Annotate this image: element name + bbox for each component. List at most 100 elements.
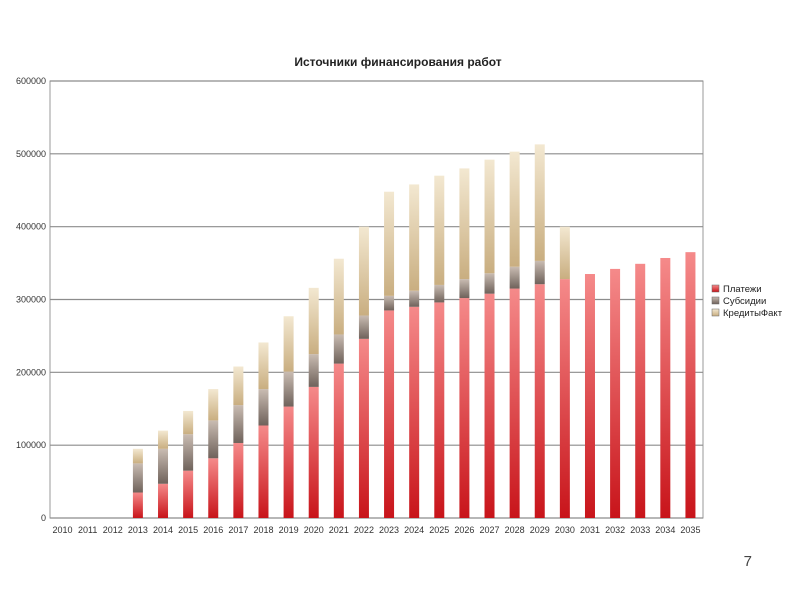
bar-segment-КредитыФакт-2021: [333, 258, 344, 335]
bar-segment-Субсидии-2019: [283, 371, 294, 407]
bar-segment-Субсидии-2022: [358, 315, 369, 339]
x-tick-label: 2011: [78, 525, 97, 535]
bar-segment-Платежи-2013: [132, 492, 143, 518]
bar-segment-Платежи-2021: [333, 363, 344, 518]
x-tick-label: 2023: [379, 525, 399, 535]
bar-segment-КредитыФакт-2020: [308, 287, 319, 355]
y-tick-label: 600000: [16, 76, 46, 86]
bar-segment-Платежи-2027: [484, 293, 495, 518]
page-number: 7: [743, 553, 752, 570]
legend-label: Платежи: [723, 284, 762, 295]
x-tick-label: 2018: [253, 525, 273, 535]
x-tick-label: 2017: [228, 525, 248, 535]
bar-segment-Платежи-2014: [158, 483, 169, 518]
bar-segment-КредитыФакт-2017: [233, 366, 244, 406]
x-tick-label: 2020: [304, 525, 324, 535]
x-tick-label: 2015: [178, 525, 198, 535]
x-tick-label: 2022: [354, 525, 374, 535]
chart-title: Источники финансирования работ: [294, 55, 501, 69]
y-tick-label: 400000: [16, 222, 46, 232]
x-tick-label: 2031: [580, 525, 600, 535]
bar-segment-Платежи-2018: [258, 425, 269, 518]
bar-segment-Субсидии-2017: [233, 405, 244, 443]
bar-segment-КредитыФакт-2027: [484, 159, 495, 274]
x-tick-label: 2030: [555, 525, 575, 535]
bar-segment-Платежи-2033: [635, 263, 646, 518]
bar-segment-Субсидии-2025: [434, 284, 445, 303]
bar-segment-КредитыФакт-2028: [509, 151, 520, 267]
bar-segment-Платежи-2015: [183, 470, 194, 518]
x-tick-label: 2013: [128, 525, 148, 535]
y-tick-label: 100000: [16, 440, 46, 450]
bar-segment-Субсидии-2015: [183, 434, 194, 471]
x-tick-label: 2026: [454, 525, 474, 535]
x-tick-label: 2032: [605, 525, 625, 535]
bar-segment-КредитыФакт-2016: [208, 389, 219, 421]
bar-segment-КредитыФакт-2023: [384, 191, 395, 296]
bar-segment-КредитыФакт-2014: [158, 430, 169, 449]
legend-swatch: [711, 296, 720, 305]
bar-segment-Субсидии-2023: [384, 295, 395, 311]
bar-segment-Субсидии-2014: [158, 448, 169, 484]
bar-segment-Субсидии-2024: [409, 290, 420, 307]
bar-segment-Платежи-2031: [584, 274, 595, 518]
y-tick-label: 300000: [16, 295, 46, 305]
legend-swatch: [711, 284, 720, 293]
bar-segment-Субсидии-2020: [308, 354, 319, 387]
bar-segment-Субсидии-2016: [208, 420, 219, 459]
legend-swatch: [711, 308, 720, 317]
bar-segment-КредитыФакт-2024: [409, 184, 420, 291]
x-tick-label: 2028: [505, 525, 525, 535]
x-tick-label: 2034: [655, 525, 675, 535]
bar-segment-КредитыФакт-2015: [183, 410, 194, 435]
x-tick-label: 2035: [680, 525, 700, 535]
bar-segment-КредитыФакт-2026: [459, 168, 470, 280]
y-tick-label: 500000: [16, 149, 46, 159]
bar-segment-Платежи-2030: [559, 279, 570, 518]
bar-segment-Субсидии-2028: [509, 266, 520, 289]
x-tick-label: 2016: [203, 525, 223, 535]
bar-segment-Субсидии-2018: [258, 389, 269, 426]
bar-segment-Платежи-2028: [509, 288, 520, 518]
bar-segment-Субсидии-2026: [459, 279, 470, 299]
x-tick-label: 2019: [279, 525, 299, 535]
x-tick-label: 2033: [630, 525, 650, 535]
legend-label: Субсидии: [723, 296, 766, 307]
bar-segment-Платежи-2020: [308, 386, 319, 518]
bar-segment-Платежи-2017: [233, 442, 244, 518]
x-tick-label: 2014: [153, 525, 173, 535]
bar-segment-Субсидии-2027: [484, 273, 495, 294]
bar-segment-Платежи-2016: [208, 458, 219, 518]
bar-segment-Субсидии-2021: [333, 334, 344, 364]
bar-segment-Платежи-2023: [384, 310, 395, 518]
x-tick-label: 2024: [404, 525, 424, 535]
bar-segment-Платежи-2024: [409, 306, 420, 518]
y-tick-label: 200000: [16, 367, 46, 377]
y-tick-label: 0: [41, 513, 46, 523]
bar-segment-Платежи-2029: [534, 284, 545, 518]
bar-segment-КредитыФакт-2025: [434, 175, 445, 285]
bar-segment-Платежи-2032: [610, 268, 621, 518]
x-tick-label: 2027: [480, 525, 500, 535]
bar-segment-Платежи-2019: [283, 406, 294, 518]
x-tick-label: 2025: [429, 525, 449, 535]
bar-segment-Платежи-2025: [434, 302, 445, 518]
bar-segment-Субсидии-2029: [534, 260, 545, 285]
legend-label: КредитыФакт: [723, 308, 783, 319]
bar-segment-КредитыФакт-2030: [559, 226, 570, 280]
plot-area: 0 100000 200000 300000 400000 500000 600000 201…: [16, 76, 704, 535]
x-tick-label: 2010: [53, 525, 73, 535]
bar-segment-Платежи-2034: [660, 257, 671, 518]
bar-segment-КредитыФакт-2022: [358, 226, 369, 316]
bar-segment-Платежи-2022: [358, 338, 369, 518]
x-tick-label: 2012: [103, 525, 123, 535]
x-tick-label: 2029: [530, 525, 550, 535]
bar-segment-Платежи-2026: [459, 298, 470, 518]
bar-segment-Субсидии-2013: [132, 463, 143, 493]
bar-segment-КредитыФакт-2013: [132, 448, 143, 464]
bar-segment-КредитыФакт-2019: [283, 316, 294, 372]
bar-segment-КредитыФакт-2029: [534, 144, 545, 261]
bar-segment-Платежи-2035: [685, 252, 696, 519]
